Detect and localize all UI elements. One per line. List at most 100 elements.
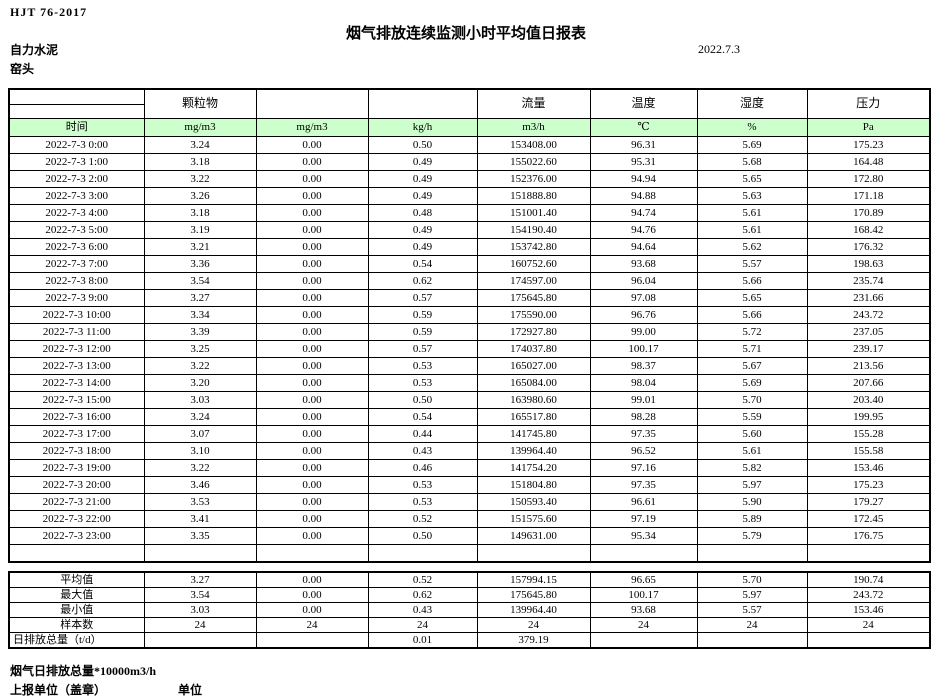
value-cell: 0.62	[367, 272, 478, 290]
unit-cell-percent: %	[696, 118, 808, 137]
value-cell: 3.25	[143, 340, 257, 358]
value-cell: 0.54	[367, 255, 478, 273]
value-cell: 0.53	[367, 374, 478, 392]
value-cell: 151888.80	[476, 187, 591, 205]
unit-cell-kgh: kg/h	[367, 118, 478, 137]
row-label-cell: 2022-7-3 14:00	[8, 374, 145, 392]
value-cell: 3.03	[143, 391, 257, 409]
value-cell: 3.27	[143, 571, 257, 588]
value-cell: 5.79	[696, 527, 808, 545]
summary-row: 日排放总量（t/d） 0.01 379.19	[8, 632, 931, 649]
row-label-cell: 2022-7-3 12:00	[8, 340, 145, 358]
row-label-cell: 2022-7-3 20:00	[8, 476, 145, 494]
value-cell: 5.70	[696, 391, 808, 409]
value-cell	[589, 544, 698, 563]
value-cell: 0.00	[255, 587, 369, 603]
table-row: 2022-7-3 19:00 3.22 0.00 0.46 141754.20 97.16…	[8, 459, 931, 477]
value-cell: 3.41	[143, 510, 257, 528]
value-cell: 0.53	[367, 493, 478, 511]
group-header-row: 颗粒物 流量 温度 湿度 压力	[8, 88, 931, 119]
value-cell: 5.89	[696, 510, 808, 528]
value-cell: 5.67	[696, 357, 808, 375]
value-cell: 151001.40	[476, 204, 591, 222]
row-label-cell: 2022-7-3 3:00	[8, 187, 145, 205]
unit-cell-m3h: m3/h	[476, 118, 591, 137]
value-cell: 172.80	[806, 170, 931, 188]
value-cell: 243.72	[806, 587, 931, 603]
value-cell: 175.23	[806, 476, 931, 494]
row-label-cell: 2022-7-3 5:00	[8, 221, 145, 239]
row-label-cell: 日排放总量（t/d）	[8, 632, 145, 649]
value-cell	[806, 544, 931, 563]
row-label-cell: 2022-7-3 18:00	[8, 442, 145, 460]
value-cell: 207.66	[806, 374, 931, 392]
header-cell-blank	[367, 88, 478, 119]
value-cell: 171.18	[806, 187, 931, 205]
summary-rows: 平均值 3.27 0.00 0.52 157994.15 96.65 5.70 190.74 最…	[8, 571, 931, 649]
report-unit-label: 上报单位（盖章）	[10, 683, 107, 697]
value-cell: 94.76	[589, 221, 698, 239]
value-cell: 379.19	[476, 632, 591, 649]
report-footer: 烟气日排放总量*10000m3/h 上报单位（盖章） 单位	[10, 662, 932, 698]
value-cell: 139964.40	[476, 602, 591, 618]
value-cell: 5.90	[696, 493, 808, 511]
value-cell: 5.70	[696, 571, 808, 588]
value-cell: 5.61	[696, 221, 808, 239]
value-cell: 0.43	[367, 602, 478, 618]
value-cell: 0.00	[255, 357, 369, 375]
standard-code: HJT 76-2017	[10, 5, 88, 19]
value-cell: 97.16	[589, 459, 698, 477]
value-cell: 0.00	[255, 571, 369, 588]
value-cell: 5.97	[696, 476, 808, 494]
row-label-cell: 2022-7-3 21:00	[8, 493, 145, 511]
value-cell: 0.59	[367, 323, 478, 341]
row-label-cell: 2022-7-3 0:00	[8, 136, 145, 154]
value-cell: 176.32	[806, 238, 931, 256]
unit-cell-pa: Pa	[806, 118, 931, 137]
value-cell: 0.00	[255, 340, 369, 358]
value-cell: 0.49	[367, 221, 478, 239]
value-cell: 199.95	[806, 408, 931, 426]
value-cell: 3.54	[143, 587, 257, 603]
row-label-cell: 2022-7-3 17:00	[8, 425, 145, 443]
value-cell: 94.74	[589, 204, 698, 222]
value-cell: 0.00	[255, 527, 369, 545]
value-cell: 0.52	[367, 510, 478, 528]
row-label-cell: 2022-7-3 2:00	[8, 170, 145, 188]
value-cell: 94.88	[589, 187, 698, 205]
value-cell: 98.28	[589, 408, 698, 426]
value-cell: 0.00	[255, 255, 369, 273]
header-cell-blank	[255, 88, 369, 119]
value-cell: 190.74	[806, 571, 931, 588]
value-cell: 170.89	[806, 204, 931, 222]
value-cell: 172927.80	[476, 323, 591, 341]
value-cell: 155.58	[806, 442, 931, 460]
value-cell: 97.35	[589, 425, 698, 443]
value-cell	[255, 544, 369, 563]
unit-cell-mgm3: mg/m3	[143, 118, 257, 137]
value-cell: 0.00	[255, 374, 369, 392]
value-cell: 5.62	[696, 238, 808, 256]
value-cell: 94.94	[589, 170, 698, 188]
table-row: 2022-7-3 15:00 3.03 0.00 0.50 163980.60 99.01…	[8, 391, 931, 409]
value-cell: 235.74	[806, 272, 931, 290]
value-cell: 3.22	[143, 170, 257, 188]
header-cell-humidity: 湿度	[696, 88, 808, 119]
value-cell	[143, 544, 257, 563]
value-cell: 24	[589, 617, 698, 633]
value-cell: 175645.80	[476, 289, 591, 307]
summary-row: 最小值 3.03 0.00 0.43 139964.40 93.68 5.57 153.46	[8, 602, 931, 618]
value-cell: 0.46	[367, 459, 478, 477]
table-row: 2022-7-3 17:00 3.07 0.00 0.44 141745.80 97.35…	[8, 425, 931, 443]
header-cell-blank-top	[8, 88, 145, 105]
value-cell: 0.53	[367, 357, 478, 375]
value-cell: 165027.00	[476, 357, 591, 375]
value-cell: 139964.40	[476, 442, 591, 460]
value-cell: 151575.60	[476, 510, 591, 528]
table-row: 2022-7-3 2:00 3.22 0.00 0.49 152376.00 94.94 5…	[8, 170, 931, 188]
table-row: 2022-7-3 12:00 3.25 0.00 0.57 174037.80 100.1…	[8, 340, 931, 358]
header-cell-pressure: 压力	[806, 88, 931, 119]
table-row: 2022-7-3 13:00 3.22 0.00 0.53 165027.00 98.37…	[8, 357, 931, 375]
value-cell: 0.49	[367, 187, 478, 205]
value-cell: 3.21	[143, 238, 257, 256]
